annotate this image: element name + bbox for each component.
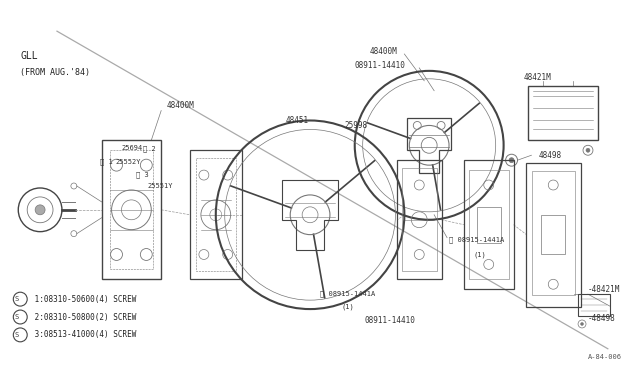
- Bar: [196, 158, 236, 271]
- Bar: [469, 170, 509, 279]
- Text: 48400M: 48400M: [166, 101, 194, 110]
- Text: (1): (1): [342, 304, 355, 310]
- Text: 25694: 25694: [122, 145, 143, 151]
- Text: 48421M: 48421M: [524, 73, 551, 82]
- Circle shape: [35, 205, 45, 215]
- Text: Ⓢ 3: Ⓢ 3: [136, 172, 149, 179]
- Text: (FROM AUG.'84): (FROM AUG.'84): [20, 68, 90, 77]
- Bar: [464, 160, 513, 289]
- Text: 08911-14410: 08911-14410: [365, 317, 415, 326]
- Text: A-84-006: A-84-006: [588, 354, 622, 360]
- Bar: [541, 215, 565, 254]
- Bar: [578, 294, 610, 316]
- Circle shape: [586, 148, 590, 152]
- Text: S: S: [14, 332, 19, 338]
- Bar: [109, 150, 153, 269]
- Text: S: S: [14, 296, 19, 302]
- Text: GLL: GLL: [20, 51, 38, 61]
- Text: 1:08310-50600(4) SCREW: 1:08310-50600(4) SCREW: [30, 295, 136, 304]
- Text: Ⓢ 2: Ⓢ 2: [143, 145, 156, 151]
- Bar: [532, 171, 575, 295]
- Text: Ⓢ 1: Ⓢ 1: [100, 159, 113, 166]
- Bar: [403, 168, 437, 271]
- Circle shape: [509, 158, 514, 163]
- Text: (1): (1): [474, 251, 486, 258]
- Bar: [477, 207, 500, 243]
- Bar: [190, 150, 241, 279]
- Text: 25551Y: 25551Y: [147, 183, 173, 189]
- Circle shape: [580, 323, 584, 326]
- Text: 08911-14410: 08911-14410: [355, 61, 406, 70]
- Bar: [527, 163, 581, 307]
- Text: Ⓦ 08915-1441A: Ⓦ 08915-1441A: [320, 291, 375, 298]
- Text: -48498: -48498: [588, 314, 616, 324]
- Bar: [397, 160, 442, 279]
- Bar: [102, 140, 161, 279]
- Text: 48400M: 48400M: [370, 46, 397, 55]
- Bar: [529, 86, 598, 140]
- Text: 25552Y: 25552Y: [116, 159, 141, 165]
- Text: Ⓦ 08915-1441A: Ⓦ 08915-1441A: [449, 236, 504, 243]
- Text: S: S: [14, 314, 19, 320]
- Text: 48451: 48451: [285, 116, 308, 125]
- Text: 48498: 48498: [538, 151, 561, 160]
- Text: 25998: 25998: [345, 121, 368, 130]
- Text: -48421M: -48421M: [588, 285, 620, 294]
- Text: 3:08513-41000(4) SCREW: 3:08513-41000(4) SCREW: [30, 330, 136, 339]
- Text: 2:08310-50800(2) SCREW: 2:08310-50800(2) SCREW: [30, 312, 136, 321]
